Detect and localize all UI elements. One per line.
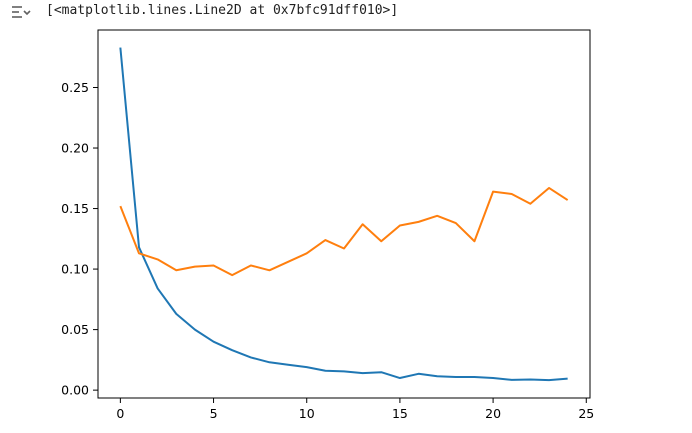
x-tick-label: 25	[578, 406, 594, 421]
y-tick-label: 0.00	[61, 383, 89, 398]
x-tick-label: 0	[116, 406, 124, 421]
y-tick-label: 0.20	[61, 141, 89, 156]
series-line-1	[119, 47, 568, 382]
series-layer	[119, 47, 569, 382]
y-axis-ticks: 0.00 0.05 0.10 0.15 0.20 0.25	[61, 80, 98, 398]
plot-area-frame	[97, 29, 591, 399]
x-tick-label: 20	[485, 406, 501, 421]
x-tick-label: 15	[392, 406, 408, 421]
x-axis-ticks: 0 5 10 15 20 25	[116, 398, 594, 421]
y-tick-label: 0.10	[61, 262, 89, 277]
x-tick-label: 10	[299, 406, 315, 421]
output-toggle-icon[interactable]	[10, 4, 32, 22]
x-tick-label: 5	[210, 406, 218, 421]
output-repr-text: [<matplotlib.lines.Line2D at 0x7bfc91dff…	[46, 3, 399, 18]
y-tick-label: 0.05	[61, 322, 89, 337]
y-tick-label: 0.15	[61, 201, 89, 216]
series-line-2	[119, 186, 569, 277]
y-tick-label: 0.25	[61, 80, 89, 95]
